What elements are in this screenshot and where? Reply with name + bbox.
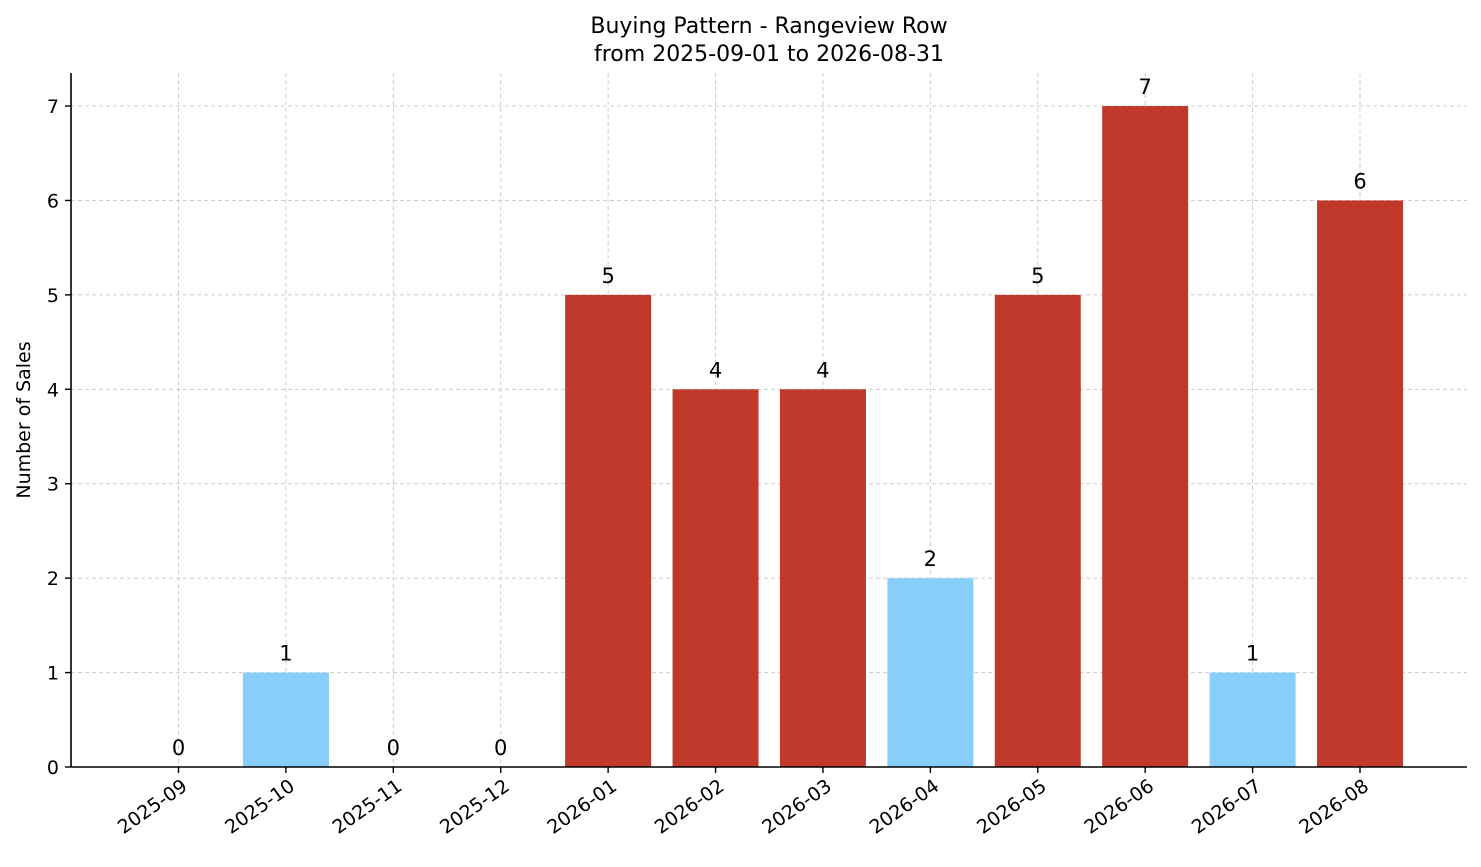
bar-2026-07: [1209, 672, 1296, 767]
data-label: 1: [1246, 642, 1259, 666]
x-tick-label: 2026-04: [866, 775, 944, 839]
axes: [70, 73, 1467, 768]
x-tick-label: 2026-03: [758, 775, 836, 839]
bar-2026-05: [994, 294, 1081, 767]
x-tick-label: 2026-06: [1080, 775, 1158, 839]
x-tick-label: 2025-12: [436, 775, 514, 839]
data-label: 7: [1138, 75, 1151, 99]
x-tick-label: 2026-05: [973, 775, 1051, 839]
y-tick-label: 0: [47, 757, 59, 779]
data-labels: 0 1 0 0 5 4 4 2 5 7 1 6: [172, 75, 1367, 760]
data-label: 0: [172, 736, 185, 760]
y-axis-label: Number of Sales: [13, 341, 35, 498]
bar-2026-03: [779, 389, 866, 767]
data-label: 2: [924, 547, 937, 571]
y-tick-label: 6: [47, 190, 59, 212]
data-label: 6: [1353, 169, 1366, 193]
data-label: 1: [279, 642, 292, 666]
bar-2026-02: [672, 389, 759, 767]
x-tick-label: 2025-10: [221, 775, 299, 839]
y-tick-label: 5: [47, 285, 59, 307]
x-tick-label: 2026-07: [1188, 775, 1266, 839]
data-label: 5: [1031, 264, 1044, 288]
y-tick-label: 4: [47, 379, 59, 401]
x-tick-label: 2025-09: [114, 775, 192, 839]
data-label: 4: [709, 358, 722, 382]
x-tick-label: 2026-02: [651, 775, 729, 839]
bars: [242, 106, 1403, 768]
y-tick-label: 7: [47, 96, 59, 118]
x-tick-label: 2026-08: [1295, 775, 1373, 839]
y-tick-label: 3: [47, 474, 59, 496]
data-label: 0: [387, 736, 400, 760]
y-tick-label: 2: [47, 568, 59, 590]
bar-2026-06: [1102, 106, 1189, 768]
bar-2026-08: [1317, 200, 1403, 768]
chart-title: Buying Pattern - Rangeview Row: [590, 14, 947, 39]
data-label: 5: [601, 264, 614, 288]
data-label: 4: [816, 358, 829, 382]
x-tick-label: 2025-11: [329, 775, 407, 839]
chart-subtitle: from 2025-09-01 to 2026-08-31: [594, 42, 944, 67]
y-tick-label: 1: [47, 663, 59, 685]
bar-2025-10: [242, 672, 329, 767]
data-label: 0: [494, 736, 507, 760]
x-tick-label: 2026-01: [543, 775, 621, 839]
bar-2026-01: [565, 294, 652, 767]
bar-2026-04: [887, 578, 974, 767]
